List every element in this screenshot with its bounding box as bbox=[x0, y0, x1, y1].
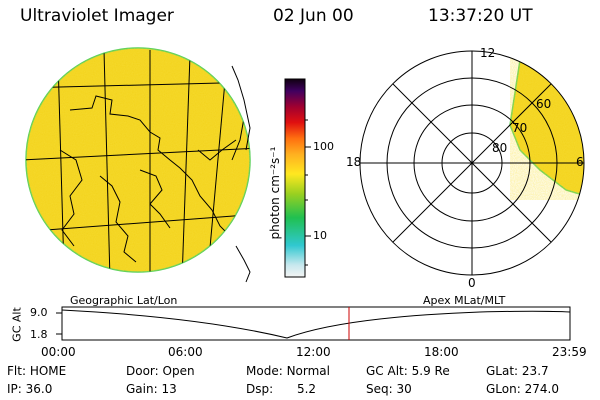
y-tick-9: 9.0 bbox=[30, 306, 48, 319]
orbit-panel bbox=[56, 306, 571, 341]
apex-label: Apex MLat/MLT bbox=[423, 294, 506, 307]
y-tick-1-8: 1.8 bbox=[30, 328, 48, 341]
status-gc-alt-value: 5.9 Re bbox=[411, 364, 450, 378]
status-dsp-value: 5.2 bbox=[296, 382, 317, 396]
colorbar-tick-100: 100 bbox=[313, 140, 334, 153]
x-tick-1800: 18:00 bbox=[424, 345, 459, 359]
status-flt: Flt: HOME bbox=[7, 364, 66, 378]
status-door-value: Open bbox=[162, 364, 195, 378]
colorbar-unit-label: photon cm⁻²s⁻¹ bbox=[268, 146, 282, 240]
x-tick-1200: 12:00 bbox=[296, 345, 331, 359]
status-gain: Gain: 13 bbox=[126, 382, 177, 396]
status-door-label: Door: bbox=[126, 364, 159, 378]
status-door: Door: Open bbox=[126, 364, 195, 378]
color-bar bbox=[284, 78, 311, 278]
mlt-label-18: 18 bbox=[346, 155, 362, 169]
x-tick-0000: 00:00 bbox=[41, 345, 76, 359]
header-time: 13:37:20 UT bbox=[428, 6, 533, 26]
status-gain-label: Gain: bbox=[126, 382, 158, 396]
status-flt-value: HOME bbox=[29, 364, 67, 378]
status-gc-alt: GC Alt: 5.9 Re bbox=[366, 364, 450, 378]
status-mode-label: Mode: bbox=[246, 364, 283, 378]
geographic-label: Geographic Lat/Lon bbox=[70, 294, 178, 307]
mlt-label-0: 0 bbox=[468, 276, 476, 290]
lat-label-70: 70 bbox=[512, 121, 528, 135]
status-glat: GLat: 23.7 bbox=[486, 364, 549, 378]
status-mode: Mode: Normal bbox=[246, 364, 330, 378]
status-seq-value: 30 bbox=[396, 382, 412, 396]
lat-label-60: 60 bbox=[536, 97, 552, 111]
status-seq-label: Seq: bbox=[366, 382, 393, 396]
geographic-image bbox=[25, 47, 251, 283]
colorbar-tick-10: 10 bbox=[313, 229, 327, 242]
status-gc-alt-label: GC Alt: bbox=[366, 364, 408, 378]
status-dsp-label: Dsp: bbox=[246, 382, 274, 396]
status-ip-value: 36.0 bbox=[25, 382, 53, 396]
status-glon-value: 274.0 bbox=[524, 382, 559, 396]
mlt-label-12: 12 bbox=[480, 46, 496, 60]
lat-label-80: 80 bbox=[492, 141, 508, 155]
status-mode-value: Normal bbox=[286, 364, 330, 378]
status-gain-value: 13 bbox=[161, 382, 177, 396]
status-glat-label: GLat: bbox=[486, 364, 519, 378]
status-ip-label: IP: bbox=[7, 382, 22, 396]
app-title: Ultraviolet Imager bbox=[20, 6, 174, 26]
mlt-label-6: 6 bbox=[576, 155, 584, 169]
status-dsp: Dsp: 5.2 bbox=[246, 382, 316, 396]
status-glon: GLon: 274.0 bbox=[486, 382, 559, 396]
status-ip: IP: 36.0 bbox=[7, 382, 52, 396]
status-flt-label: Flt: bbox=[7, 364, 26, 378]
gc-alt-axis-label: GC Alt bbox=[10, 307, 24, 342]
status-glon-label: GLon: bbox=[486, 382, 521, 396]
x-tick-0600: 06:00 bbox=[168, 345, 203, 359]
x-tick-2359: 23:59 bbox=[552, 345, 587, 359]
status-seq: Seq: 30 bbox=[366, 382, 412, 396]
polar-dial bbox=[359, 50, 585, 276]
header-date: 02 Jun 00 bbox=[273, 6, 354, 26]
status-glat-value: 23.7 bbox=[521, 364, 549, 378]
